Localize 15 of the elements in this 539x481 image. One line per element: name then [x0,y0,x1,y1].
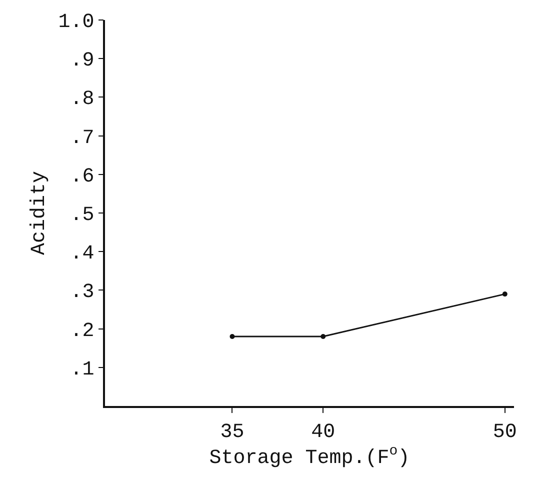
y-tick-label: .3 [70,281,94,304]
y-tick-label: .4 [70,242,94,266]
y-tick-label: .2 [70,320,94,343]
y-tick-label: .1 [70,358,94,382]
y-axis-title: Acidity [28,170,52,256]
x-axis-title: Storage Temp.(F$^{o}$) [209,444,410,470]
y-tick-label: .9 [70,50,94,73]
y-tick-label: 1.0 [58,11,94,34]
x-tick-label: 35 [220,420,244,444]
y-tick-label: .6 [70,165,94,188]
y-tick-label: .8 [70,88,94,112]
x-tick-label: 50 [492,420,517,444]
y-tick-label: .7 [70,126,94,150]
x-tick-label: 40 [311,420,336,444]
y-tick-label: .5 [70,204,94,227]
